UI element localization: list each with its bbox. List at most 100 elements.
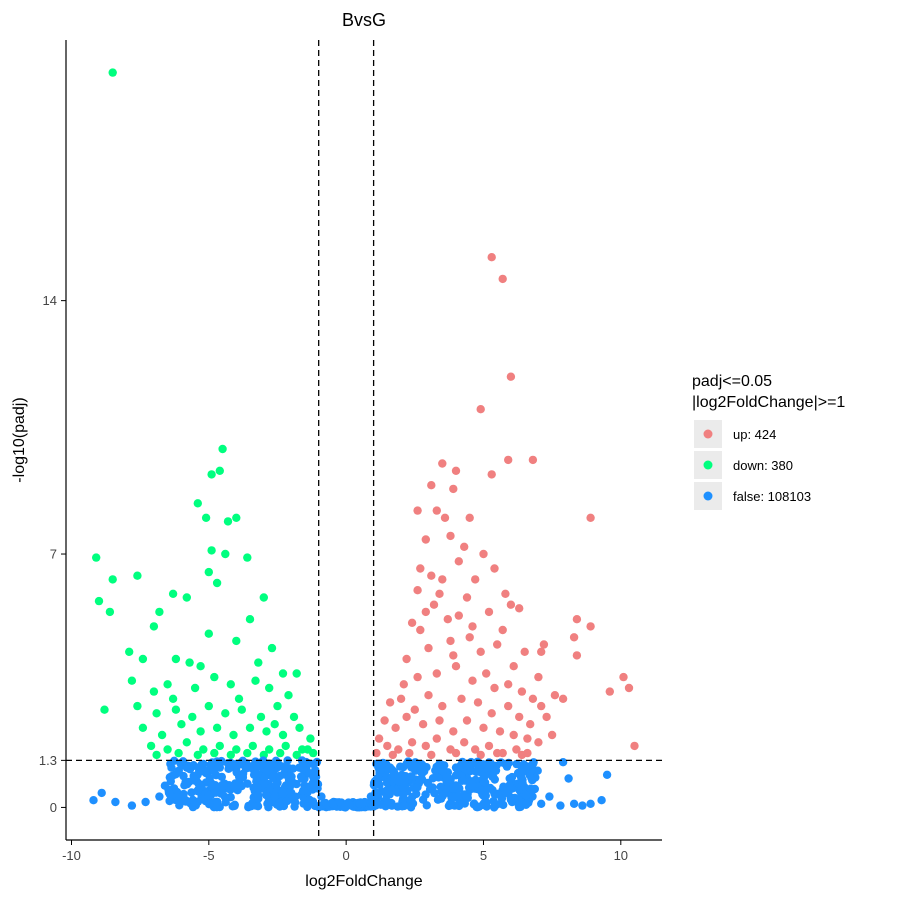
point-up: [468, 676, 477, 685]
legend-marker-false: [703, 491, 713, 501]
point-up: [405, 748, 414, 758]
point-up: [451, 466, 461, 475]
point-down: [265, 745, 274, 754]
point-up: [476, 647, 485, 656]
point-up: [438, 575, 447, 584]
point-down: [177, 720, 186, 729]
x-tick-label: -5: [203, 848, 215, 863]
point-false: [111, 797, 120, 807]
point-up: [476, 405, 485, 414]
point-false: [215, 763, 224, 772]
point-false-band: [234, 780, 243, 789]
point-false: [578, 801, 587, 810]
point-up: [451, 748, 461, 758]
point-false-band: [278, 789, 288, 798]
point-down: [94, 596, 104, 606]
point-false-band: [522, 799, 531, 808]
plot-title: BvsG: [342, 10, 386, 30]
point-up: [418, 720, 428, 729]
point-false: [160, 781, 170, 790]
point-down: [207, 470, 216, 479]
point-false-band: [247, 802, 256, 811]
point-up: [479, 723, 488, 732]
point-up: [482, 669, 491, 678]
point-up: [509, 662, 518, 671]
point-up: [539, 640, 549, 649]
point-up: [624, 683, 634, 693]
points-layer: [89, 68, 639, 812]
point-false-band: [275, 771, 284, 781]
point-up: [399, 680, 408, 689]
point-false-band: [530, 784, 539, 794]
point-down: [232, 636, 241, 646]
point-down: [303, 745, 312, 754]
point-down: [278, 730, 288, 740]
point-down: [245, 723, 255, 732]
point-false-band: [275, 802, 284, 811]
point-false: [199, 759, 208, 769]
point-down: [199, 745, 208, 754]
point-up: [407, 738, 417, 747]
point-false-band: [406, 803, 416, 812]
point-false-band: [309, 773, 318, 782]
point-up: [449, 484, 458, 494]
point-false-band: [165, 796, 174, 806]
point-up: [484, 607, 494, 617]
point-false-band: [303, 802, 312, 812]
point-down: [149, 622, 159, 631]
point-up: [550, 691, 560, 700]
point-false-band: [521, 791, 531, 800]
point-false: [341, 801, 351, 810]
point-down: [210, 672, 219, 682]
point-false-band: [468, 781, 477, 790]
point-false: [564, 774, 573, 783]
point-false-band: [497, 794, 507, 803]
point-false-band: [489, 796, 498, 806]
point-false-band: [314, 803, 324, 812]
point-up: [402, 712, 411, 722]
point-down: [138, 654, 148, 664]
point-up: [504, 701, 513, 711]
point-down: [152, 750, 161, 760]
point-down: [259, 593, 268, 602]
point-false-band: [382, 778, 392, 787]
point-false-band: [270, 792, 279, 801]
legend-label-down: down: 380: [733, 458, 793, 473]
point-false: [166, 759, 175, 769]
point-false-band: [296, 772, 306, 781]
x-tick-label: 5: [480, 848, 487, 863]
point-false-band: [253, 783, 262, 792]
point-up: [504, 680, 513, 689]
point-false-band: [375, 780, 384, 790]
point-false: [537, 799, 546, 808]
point-false: [545, 792, 554, 801]
point-up: [473, 698, 483, 707]
point-false: [451, 763, 461, 772]
point-down: [182, 738, 191, 747]
point-up: [413, 506, 422, 515]
point-up: [490, 564, 499, 573]
point-down: [163, 745, 172, 754]
y-tick-label: 7: [50, 547, 57, 562]
point-false-band: [438, 767, 448, 776]
point-up: [413, 586, 422, 595]
point-up: [537, 701, 546, 711]
point-up: [471, 575, 480, 584]
point-up: [493, 640, 502, 649]
legend-marker-up: [703, 429, 713, 439]
point-up: [495, 727, 505, 736]
point-down: [193, 499, 202, 508]
point-up: [432, 669, 441, 678]
point-false-band: [174, 766, 183, 775]
point-down: [270, 720, 279, 729]
point-down: [248, 741, 257, 751]
point-up: [454, 557, 463, 566]
point-down: [234, 694, 244, 703]
point-false-band: [232, 768, 241, 777]
point-false-band: [298, 786, 308, 795]
point-false-band: [238, 769, 248, 778]
point-false-band: [287, 776, 296, 786]
point-up: [438, 701, 447, 711]
point-false: [385, 763, 395, 772]
